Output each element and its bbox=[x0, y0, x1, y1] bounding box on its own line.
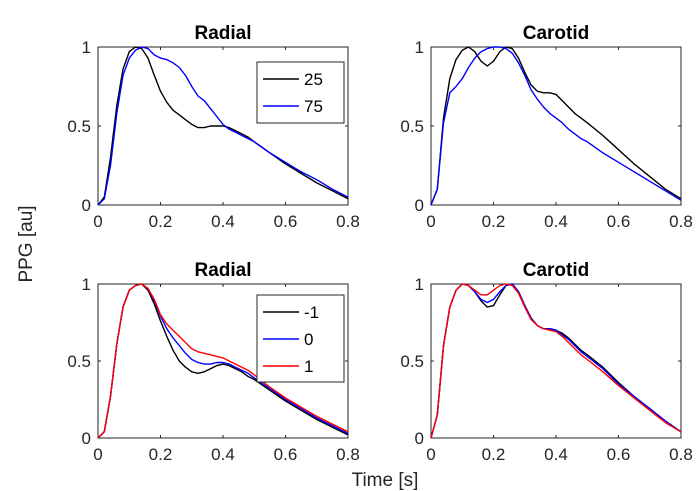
plot-area bbox=[430, 283, 682, 439]
series-line bbox=[430, 283, 682, 439]
plot-area bbox=[430, 46, 682, 206]
y-tick-label: 0.5 bbox=[400, 117, 424, 136]
legend-box bbox=[256, 61, 345, 124]
series-line bbox=[430, 46, 682, 206]
series-line bbox=[97, 46, 349, 206]
series-line bbox=[97, 283, 349, 439]
legend-label: -1 bbox=[304, 303, 319, 322]
legend-label: 25 bbox=[304, 70, 323, 89]
x-tick-label: 0.6 bbox=[274, 445, 298, 464]
x-tick-label: 0.4 bbox=[211, 212, 235, 231]
x-tick-label: 0 bbox=[93, 212, 102, 231]
x-tick-label: 0.6 bbox=[607, 445, 631, 464]
y-tick-label: 1 bbox=[415, 275, 424, 294]
y-tick-label: 1 bbox=[82, 38, 91, 57]
y-tick-label: 0.5 bbox=[67, 352, 91, 371]
legend: -1 0 1 bbox=[256, 294, 345, 383]
x-tick-label: 0.4 bbox=[211, 445, 235, 464]
legend-label: 1 bbox=[304, 357, 313, 376]
x-tick-label: 0.4 bbox=[544, 445, 568, 464]
chart-title: Carotid bbox=[523, 23, 590, 44]
x-tick-label: 0.6 bbox=[607, 212, 631, 231]
x-tick-label: 0 bbox=[93, 445, 102, 464]
x-tick-label: 0.8 bbox=[336, 445, 360, 464]
x-tick-label: 0.6 bbox=[274, 212, 298, 231]
x-tick-label: 0.8 bbox=[336, 212, 360, 231]
legend-label: 0 bbox=[304, 330, 313, 349]
chart-panel: 0 0.2 0.4 0.6 0.8 0 0.5 1 Radial -1 0 1 bbox=[67, 260, 359, 464]
x-tick-label: 0 bbox=[426, 212, 435, 231]
y-axis-label: PPG [au] bbox=[16, 205, 37, 282]
chart-panel: 0 0.2 0.4 0.6 0.8 0 0.5 1 Carotid bbox=[400, 23, 692, 231]
series-line bbox=[430, 46, 682, 206]
x-tick-label: 0.8 bbox=[669, 445, 693, 464]
chart-panel: 0 0.2 0.4 0.6 0.8 0 0.5 1 Carotid bbox=[400, 260, 692, 464]
y-tick-label: 0 bbox=[82, 196, 91, 215]
chart-title: Radial bbox=[194, 260, 251, 281]
y-tick-label: 0.5 bbox=[67, 117, 91, 136]
y-tick-label: 0 bbox=[82, 429, 91, 448]
x-axis-label: Time [s] bbox=[352, 470, 419, 491]
x-tick-label: 0.2 bbox=[149, 445, 173, 464]
y-tick-label: 0 bbox=[415, 429, 424, 448]
chart-title: Radial bbox=[194, 23, 251, 44]
x-tick-label: 0.2 bbox=[482, 445, 506, 464]
x-tick-label: 0.8 bbox=[669, 212, 693, 231]
x-tick-label: 0.2 bbox=[149, 212, 173, 231]
x-tick-label: 0 bbox=[426, 445, 435, 464]
chart-title: Carotid bbox=[523, 260, 590, 281]
x-tick-label: 0.4 bbox=[544, 212, 568, 231]
y-tick-label: 0 bbox=[415, 196, 424, 215]
y-tick-label: 1 bbox=[82, 275, 91, 294]
y-tick-label: 0.5 bbox=[400, 352, 424, 371]
legend-label: 75 bbox=[304, 97, 323, 116]
y-tick-label: 1 bbox=[415, 38, 424, 57]
x-tick-label: 0.2 bbox=[482, 212, 506, 231]
